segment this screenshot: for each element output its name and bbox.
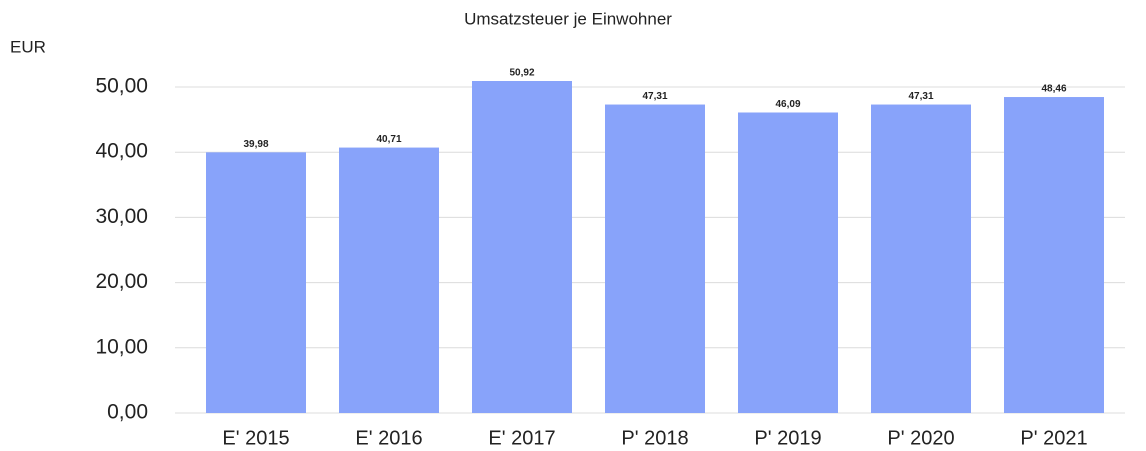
bar [1004,97,1104,413]
y-tick-label: 20,00 [95,270,148,293]
data-label: 47,31 [908,91,933,102]
data-label: 47,31 [642,91,667,102]
x-tick-label: E' 2016 [355,427,422,449]
data-label: 39,98 [243,139,268,150]
bar [472,81,572,414]
y-tick-label: 10,00 [95,335,148,358]
y-axis-label: EUR [10,37,46,56]
y-tick-label: 50,00 [95,75,148,98]
data-label: 46,09 [775,99,800,110]
y-tick-label: 30,00 [95,205,148,228]
x-tick-label: P' 2020 [887,427,954,449]
x-tick-label: E' 2015 [222,427,289,449]
y-tick-label: 0,00 [107,401,148,424]
data-label: 50,92 [509,68,534,79]
x-tick-label: P' 2019 [754,427,821,449]
bar [339,147,439,413]
y-tick-label: 40,00 [95,140,148,163]
bar [738,112,838,414]
x-tick-label: P' 2018 [621,427,688,449]
bar [206,152,306,414]
x-tick-label: P' 2021 [1020,427,1087,449]
data-label: 48,46 [1041,84,1066,95]
bar [871,104,971,413]
bar [605,104,705,413]
x-tick-label: E' 2017 [488,427,555,449]
data-label: 40,71 [376,134,401,145]
chart-title: Umsatzsteuer je Einwohner [464,9,672,28]
